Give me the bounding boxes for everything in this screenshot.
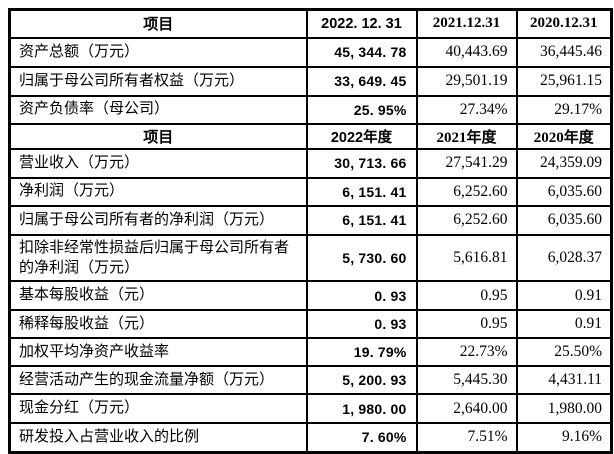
value-2022: 33, 649. 45 [305, 65, 418, 97]
value-2022: 5, 730. 60 [305, 233, 418, 282]
row-operating-revenue: 营业收入（万元） 30, 713. 66 27,541.29 24,359.09 [8, 147, 613, 179]
value-2020: 1,980.00 [515, 393, 613, 424]
row-cash-dividends: 现金分红（万元） 1, 980. 00 2,640.00 1,980.00 [8, 393, 613, 424]
column-header-2021-annual: 2021年度 [415, 122, 518, 150]
value-2021: 22.73% [415, 337, 518, 367]
value-2020: 24,359.09 [515, 147, 613, 179]
row-net-profit: 净利润（万元） 6, 151. 41 6,252.60 6,035.60 [8, 176, 613, 207]
value-2021: 6,252.60 [415, 176, 518, 207]
value-2021: 27.34% [415, 94, 518, 125]
row-rd-to-revenue-ratio: 研发投入占营业收入的比例 7. 60% 7.51% 9.16% [8, 422, 613, 453]
value-2022: 19. 79% [305, 337, 418, 367]
row-diluted-eps: 稀释每股收益（元） 0. 93 0.95 0.91 [8, 309, 613, 339]
column-header-2021-12-31: 2021.12.31 [415, 8, 518, 39]
value-2021: 0.95 [415, 280, 518, 311]
value-2021: 5,445.30 [415, 365, 518, 395]
row-weighted-average-roe: 加权平均净资产收益率 19. 79% 22.73% 25.50% [8, 337, 613, 367]
column-header-2022-annual: 2022年度 [305, 122, 418, 150]
column-header-item: 项目 [8, 8, 308, 39]
row-label: 归属于母公司所有者的净利润（万元） [8, 204, 308, 236]
value-2021: 27,541.29 [415, 147, 518, 179]
value-2020: 4,431.11 [515, 365, 613, 395]
row-net-profit-excluding-nonrecurring: 扣除非经常性损益后归属于母公司所有者的净利润（万元） 5, 730. 60 5,… [8, 233, 613, 282]
value-2020: 6,035.60 [515, 176, 613, 207]
value-2020: 29.17% [515, 94, 613, 125]
value-2021: 5,616.81 [415, 233, 518, 282]
value-2020: 6,035.60 [515, 204, 613, 236]
row-label: 净利润（万元） [8, 176, 308, 207]
row-total-assets: 资产总额（万元） 45, 344. 78 40,443.69 36,445.46 [8, 36, 613, 68]
value-2022: 0. 93 [305, 280, 418, 311]
value-2022: 1, 980. 00 [305, 393, 418, 424]
value-2020: 9.16% [515, 422, 613, 453]
value-2022: 0. 93 [305, 309, 418, 339]
row-label: 归属于母公司所有者权益（万元） [8, 65, 308, 97]
row-net-profit-attributable-to-parent: 归属于母公司所有者的净利润（万元） 6, 151. 41 6,252.60 6,… [8, 204, 613, 236]
row-debt-to-asset-ratio: 资产负债率（母公司） 25. 95% 27.34% 29.17% [8, 94, 613, 125]
row-label: 基本每股收益（元） [8, 280, 308, 311]
value-2022: 7. 60% [305, 422, 418, 453]
row-label: 资产负债率（母公司） [8, 94, 308, 125]
value-2020: 6,028.37 [515, 233, 613, 282]
row-label: 资产总额（万元） [8, 36, 308, 68]
row-label: 稀释每股收益（元） [8, 309, 308, 339]
value-2022: 5, 200. 93 [305, 365, 418, 395]
row-equity-attributable-to-parent: 归属于母公司所有者权益（万元） 33, 649. 45 29,501.19 25… [8, 65, 613, 97]
row-operating-cash-flow-net: 经营活动产生的现金流量净额（万元） 5, 200. 93 5,445.30 4,… [8, 365, 613, 395]
column-header-2020-annual: 2020年度 [515, 122, 613, 150]
column-header-2020-12-31: 2020.12.31 [515, 8, 613, 39]
section1-header-row: 项目 2022. 12. 31 2021.12.31 2020.12.31 [8, 8, 613, 39]
value-2022: 45, 344. 78 [305, 36, 418, 68]
row-label: 现金分红（万元） [8, 393, 308, 424]
row-label: 营业收入（万元） [8, 147, 308, 179]
value-2021: 6,252.60 [415, 204, 518, 236]
value-2022: 6, 151. 41 [305, 204, 418, 236]
row-label: 研发投入占营业收入的比例 [8, 422, 308, 453]
value-2021: 40,443.69 [415, 36, 518, 68]
value-2022: 30, 713. 66 [305, 147, 418, 179]
value-2021: 2,640.00 [415, 393, 518, 424]
financial-summary-table: 项目 2022. 12. 31 2021.12.31 2020.12.31 资产… [8, 8, 613, 454]
value-2022: 6, 151. 41 [305, 176, 418, 207]
value-2020: 25.50% [515, 337, 613, 367]
row-label: 经营活动产生的现金流量净额（万元） [8, 365, 308, 395]
value-2020: 0.91 [515, 280, 613, 311]
value-2022: 25. 95% [305, 94, 418, 125]
value-2021: 0.95 [415, 309, 518, 339]
row-label: 加权平均净资产收益率 [8, 337, 308, 367]
row-basic-eps: 基本每股收益（元） 0. 93 0.95 0.91 [8, 280, 613, 311]
value-2021: 7.51% [415, 422, 518, 453]
value-2020: 0.91 [515, 309, 613, 339]
section2-header-row: 项目 2022年度 2021年度 2020年度 [8, 122, 613, 150]
value-2020: 36,445.46 [515, 36, 613, 68]
column-header-2022-12-31: 2022. 12. 31 [305, 8, 418, 39]
row-label: 扣除非经常性损益后归属于母公司所有者的净利润（万元） [8, 233, 308, 282]
value-2021: 29,501.19 [415, 65, 518, 97]
column-header-item: 项目 [8, 122, 308, 150]
value-2020: 25,961.15 [515, 65, 613, 97]
